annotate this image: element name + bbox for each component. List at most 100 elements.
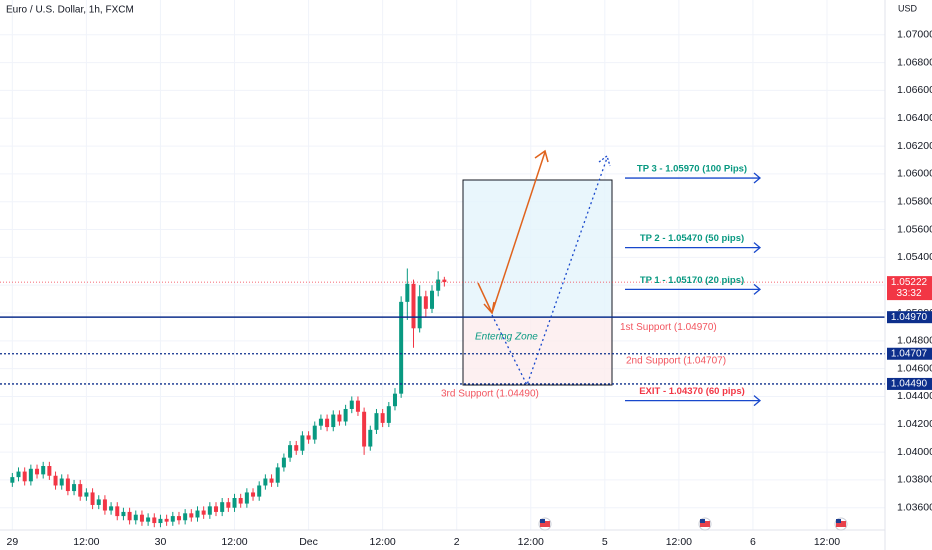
- candle-body: [59, 478, 64, 486]
- y-tick-label: 1.04800: [897, 335, 932, 347]
- candle-body: [263, 478, 268, 486]
- price-tag: [887, 377, 932, 390]
- x-tick-label: 29: [6, 536, 18, 548]
- candle-body: [127, 511, 132, 521]
- chart-title: Euro / U.S. Dollar, 1h, FXCM: [6, 5, 134, 16]
- candle-body: [281, 457, 286, 468]
- candle-body: [115, 506, 120, 517]
- candle-body: [380, 413, 385, 423]
- candle-body: [139, 514, 144, 522]
- target-label: TP 1 - 1.05170 (20 pips): [640, 275, 744, 286]
- grid: [0, 0, 885, 530]
- target-label: TP 3 - 1.05970 (100 Pips): [637, 164, 747, 175]
- candle-body: [306, 435, 311, 440]
- candle-body: [238, 498, 243, 504]
- orange-arrowhead: [534, 149, 549, 163]
- candle-body: [275, 467, 280, 483]
- candle-body: [22, 471, 27, 482]
- blue-dotted-path: [491, 157, 608, 387]
- candle-body: [35, 468, 40, 475]
- target-arrowhead: [753, 395, 762, 407]
- candle-body: [146, 517, 151, 522]
- candle-body: [257, 485, 262, 497]
- candle-body: [312, 425, 317, 440]
- y-tick-label: 1.04200: [897, 418, 932, 430]
- countdown-label: 33:32: [896, 288, 921, 299]
- y-tick-label: 1.04400: [897, 390, 932, 402]
- currency-label: USD: [898, 3, 918, 13]
- candle-body: [349, 400, 354, 409]
- candle-body: [176, 516, 181, 521]
- candle-body: [411, 283, 416, 329]
- x-tick-label: 12:00: [221, 536, 247, 548]
- candle-body: [170, 516, 175, 522]
- y-tick-label: 1.03800: [897, 474, 932, 486]
- y-tick-label: 1.06200: [897, 140, 932, 152]
- y-tick-label: 1.05400: [897, 251, 932, 263]
- price-tag-label: 1.04707: [891, 348, 928, 359]
- candle-body: [300, 435, 305, 451]
- candle-body: [226, 502, 231, 508]
- candle-body: [109, 506, 114, 511]
- candle-body: [164, 518, 169, 522]
- x-tick-label: 12:00: [518, 536, 544, 548]
- candle-body: [251, 492, 256, 497]
- target-arrowhead: [753, 283, 762, 295]
- candle-body: [133, 514, 138, 521]
- candle-body: [183, 513, 188, 521]
- candle-body: [374, 413, 379, 430]
- x-tick-label: 12:00: [73, 536, 99, 548]
- y-tick-label: 1.03600: [897, 502, 932, 514]
- candle-body: [244, 492, 249, 504]
- x-tick-label: Dec: [299, 536, 318, 548]
- candle-body: [442, 279, 447, 283]
- candle-body: [121, 511, 126, 517]
- x-tick-label: 2: [454, 536, 460, 548]
- blue-arrowhead: [598, 154, 611, 167]
- loss-zone: [463, 318, 612, 385]
- price-tag: [887, 311, 932, 324]
- target-label: TP 2 - 1.05470 (50 pips): [640, 233, 744, 244]
- y-tick-label: 1.06800: [897, 56, 932, 68]
- support-label: 3rd Support (1.04490): [441, 389, 539, 400]
- support-label: 1st Support (1.04970): [620, 322, 717, 333]
- orange-path: [491, 151, 546, 314]
- candle-body: [72, 484, 77, 492]
- candle-body: [65, 478, 70, 492]
- last-price-tag: [887, 276, 932, 301]
- y-tick-label: 1.04000: [897, 446, 932, 458]
- candle-body: [399, 301, 404, 394]
- candle-body: [152, 517, 157, 524]
- candle-body: [41, 466, 46, 475]
- candle-body: [207, 506, 212, 515]
- candle-body: [78, 484, 83, 497]
- candle-body: [90, 492, 95, 505]
- candle-body: [362, 411, 367, 447]
- candle-body: [195, 510, 200, 518]
- y-tick-label: 1.04600: [897, 362, 932, 374]
- candle-body: [355, 400, 360, 412]
- y-tick-label: 1.05800: [897, 195, 932, 207]
- orange-path: [477, 282, 493, 314]
- entering-zone-label: Entering Zone: [475, 332, 538, 343]
- y-tick-label: 1.07000: [897, 29, 932, 41]
- x-tick-label: 12:00: [666, 536, 692, 548]
- event-icon: [834, 517, 848, 531]
- candle-body: [325, 418, 330, 428]
- profit-zone: [463, 180, 612, 318]
- y-tick-label: 1.06600: [897, 84, 932, 96]
- candle-body: [220, 502, 225, 512]
- candle-body: [417, 296, 422, 329]
- candle-body: [343, 408, 348, 422]
- candle-body: [16, 471, 21, 478]
- price-tag-label: 1.04490: [891, 379, 928, 390]
- candle-body: [405, 283, 410, 302]
- candle-body: [392, 393, 397, 407]
- x-tick-label: 30: [155, 536, 167, 548]
- candle-body: [386, 406, 391, 423]
- candle-body: [189, 513, 194, 518]
- target-arrowhead: [753, 242, 762, 254]
- candle-body: [331, 414, 336, 428]
- candle-body: [368, 429, 373, 447]
